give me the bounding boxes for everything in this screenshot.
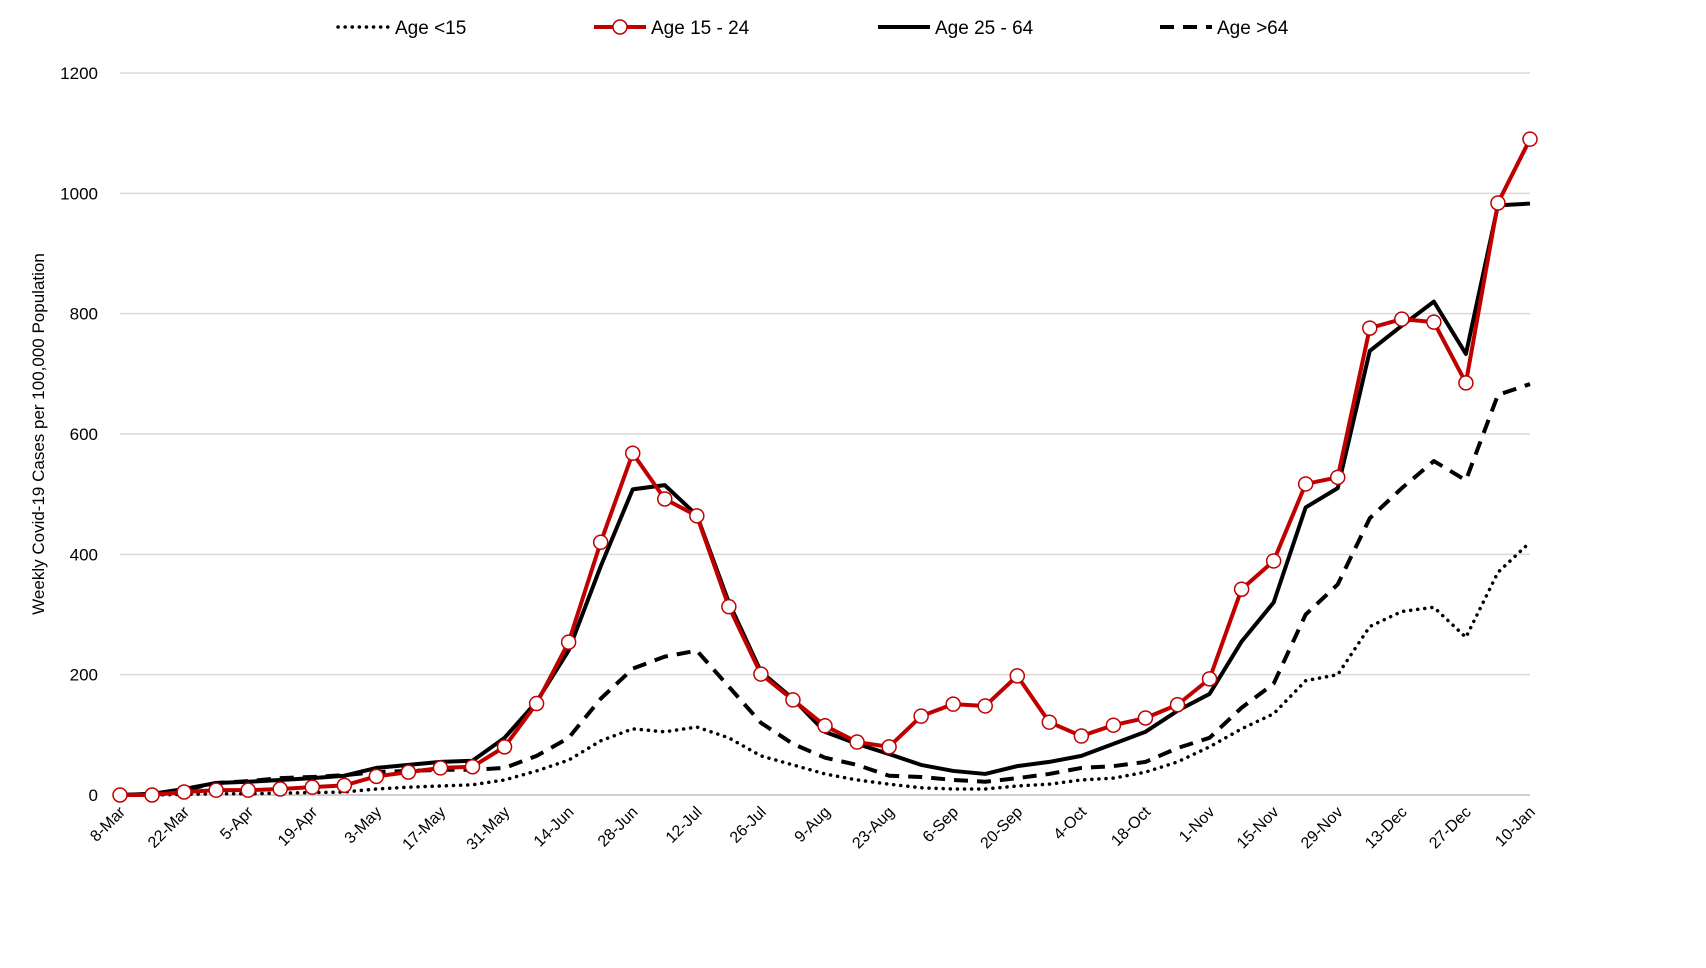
legend-item: Age <15 bbox=[336, 18, 466, 39]
data-point bbox=[1426, 314, 1442, 330]
y-tick-label: 600 bbox=[70, 425, 98, 444]
series-age-25-64 bbox=[119, 201, 1531, 797]
x-tick-label: 20-Sep bbox=[978, 804, 1027, 853]
data-point bbox=[881, 739, 897, 755]
x-tick-label: 23-Aug bbox=[849, 804, 898, 853]
x-tick-label: 15-Nov bbox=[1234, 804, 1282, 852]
x-tick-label: 29-Nov bbox=[1298, 804, 1346, 852]
x-tick-label: 22-Mar bbox=[145, 803, 193, 851]
x-tick-label: 10-Jan bbox=[1492, 804, 1539, 851]
data-point bbox=[1394, 311, 1410, 327]
series-line bbox=[118, 540, 1532, 797]
data-point bbox=[689, 508, 705, 524]
data-point bbox=[977, 698, 993, 714]
x-tick-label: 6-Sep bbox=[920, 804, 962, 846]
x-tick-label: 5-Apr bbox=[217, 803, 257, 843]
y-tick-label: 200 bbox=[70, 666, 98, 685]
data-point bbox=[464, 758, 481, 775]
data-point bbox=[913, 708, 929, 724]
data-point bbox=[1041, 714, 1058, 730]
x-tick-label: 4-Oct bbox=[1051, 803, 1091, 843]
data-point bbox=[240, 782, 256, 798]
data-point bbox=[1522, 131, 1538, 147]
series-lines bbox=[112, 131, 1538, 803]
data-point bbox=[1105, 717, 1122, 733]
data-point bbox=[400, 764, 417, 780]
y-tick-label: 400 bbox=[70, 545, 98, 564]
series-line bbox=[119, 201, 1531, 797]
y-axis-ticks: 0 200 400 600 800 1000 1200 bbox=[60, 64, 98, 805]
x-tick-label: 18-Oct bbox=[1108, 803, 1154, 849]
data-point bbox=[304, 779, 321, 795]
data-point bbox=[112, 787, 128, 803]
data-point bbox=[1009, 668, 1026, 684]
data-point bbox=[1329, 469, 1346, 486]
data-point bbox=[144, 787, 160, 803]
x-tick-label: 3-May bbox=[342, 804, 385, 847]
data-point bbox=[336, 777, 353, 794]
legend-label: Age <15 bbox=[395, 18, 466, 39]
x-tick-label: 31-May bbox=[464, 804, 514, 854]
data-point bbox=[1137, 710, 1154, 726]
data-point bbox=[1297, 476, 1314, 492]
y-axis-label: Weekly Covid-19 Cases per 100,000 Popula… bbox=[29, 253, 48, 615]
data-point bbox=[1362, 320, 1378, 336]
data-point bbox=[785, 692, 801, 708]
x-tick-label: 27-Dec bbox=[1426, 804, 1474, 852]
data-point bbox=[945, 696, 961, 712]
gridlines bbox=[120, 72, 1530, 796]
data-point bbox=[1458, 375, 1474, 391]
x-tick-label: 26-Jul bbox=[727, 804, 770, 847]
legend-marker bbox=[612, 19, 628, 35]
legend-label: Age >64 bbox=[1217, 18, 1289, 39]
x-axis-ticks: 8-Mar 22-Mar 5-Apr 19-Apr 3-May 17-May 31-May 1… bbox=[87, 803, 1539, 853]
y-tick-label: 0 bbox=[89, 786, 98, 805]
data-point bbox=[1490, 195, 1506, 211]
legend-item: Age 25 - 64 bbox=[878, 18, 1034, 39]
data-point bbox=[592, 534, 609, 551]
data-point bbox=[432, 760, 449, 776]
series-age-15-24 bbox=[112, 131, 1538, 803]
series-line bbox=[120, 138, 1532, 797]
data-point bbox=[817, 718, 833, 734]
data-point bbox=[1073, 728, 1090, 744]
x-tick-label: 28-Jun bbox=[595, 804, 642, 851]
data-point bbox=[624, 445, 641, 462]
data-point bbox=[368, 768, 385, 785]
data-point bbox=[496, 739, 513, 755]
x-tick-label: 1-Nov bbox=[1176, 804, 1218, 846]
data-point bbox=[1265, 553, 1282, 569]
y-tick-label: 1200 bbox=[60, 64, 98, 83]
x-tick-label: 12-Jul bbox=[663, 804, 706, 847]
data-point bbox=[528, 695, 545, 712]
data-point bbox=[208, 782, 224, 798]
x-tick-label: 19-Apr bbox=[275, 803, 321, 849]
x-tick-label: 14-Jun bbox=[531, 804, 578, 851]
legend-item: Age 15 - 24 bbox=[594, 18, 750, 39]
data-point bbox=[1233, 581, 1250, 597]
x-tick-label: 13-Dec bbox=[1362, 804, 1410, 852]
data-point bbox=[176, 784, 192, 800]
data-point bbox=[753, 666, 769, 682]
legend-label: Age 15 - 24 bbox=[651, 18, 750, 39]
data-point bbox=[657, 491, 673, 507]
data-point bbox=[272, 781, 288, 797]
x-tick-label: 8-Mar bbox=[87, 803, 129, 845]
legend: Age <15 Age 15 - 24 Age 25 - 64 Age >64 bbox=[336, 18, 1289, 39]
legend-label: Age 25 - 64 bbox=[935, 18, 1034, 39]
series-age-15 bbox=[118, 540, 1532, 797]
x-tick-label: 9-Aug bbox=[792, 804, 834, 846]
x-tick-label: 17-May bbox=[400, 804, 450, 854]
y-tick-label: 1000 bbox=[60, 184, 98, 203]
data-point bbox=[560, 634, 577, 650]
y-tick-label: 800 bbox=[70, 305, 98, 324]
data-point bbox=[1201, 671, 1218, 687]
data-point bbox=[1169, 697, 1186, 713]
legend-item: Age >64 bbox=[1160, 18, 1289, 39]
data-point bbox=[721, 598, 737, 615]
data-point bbox=[849, 734, 865, 750]
